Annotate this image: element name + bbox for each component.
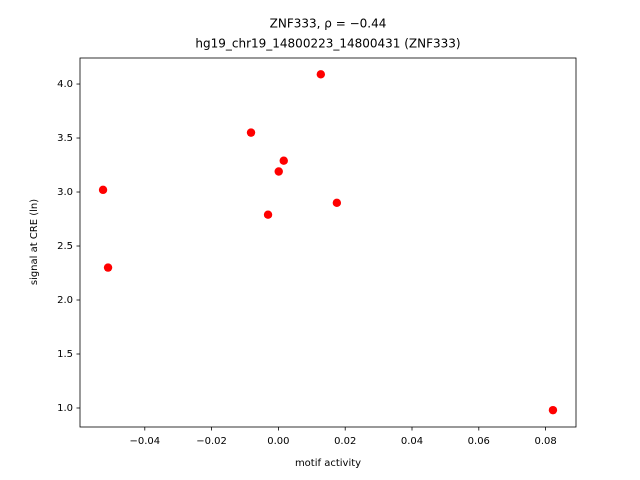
point [316,70,326,79]
y-tick-label: 3.0 [57,187,73,198]
x-tick-label: 0.08 [534,436,556,447]
plot-frame [79,57,577,428]
y-tick-label: 3.5 [57,133,73,144]
x-tick-label: 0.00 [267,436,289,447]
x-axis-label: motif activity [295,458,361,469]
x-tick-label: −0.04 [129,436,160,447]
y-axis-label: signal at CRE (ln) [29,199,40,285]
x-tick-label: 0.04 [401,436,423,447]
point [98,185,108,195]
point [246,128,256,137]
x-tick-label: 0.02 [334,436,356,447]
x-tick-label: 0.06 [468,436,490,447]
y-tick-label: 4.0 [57,79,73,90]
point [332,198,342,208]
y-tick-label: 2.0 [57,295,73,306]
point [263,210,273,219]
chart-subtitle: hg19_chr19_14800223_14800431 (ZNF333) [195,37,460,51]
y-tick-label: 1.0 [57,403,73,414]
x-tick-label: −0.02 [196,436,227,447]
point [548,405,558,415]
chart-title: ZNF333, ρ = −0.44 [270,17,387,31]
point [103,263,113,272]
y-tick-label: 1.5 [57,349,73,360]
point [274,167,283,176]
point [279,156,288,165]
y-tick-label: 2.5 [57,241,73,252]
